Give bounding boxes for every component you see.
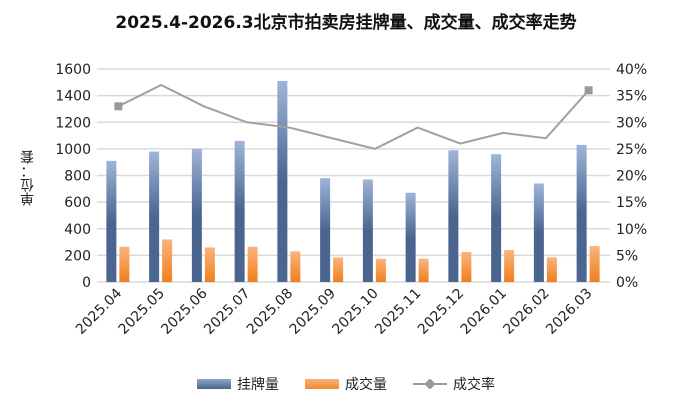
y2-tick-label: 35% bbox=[616, 89, 647, 105]
x-tick-label: 2025.06 bbox=[158, 285, 210, 337]
y2-tick-label: 25% bbox=[616, 142, 647, 158]
y2-tick-label: 15% bbox=[616, 195, 647, 211]
bar-deals bbox=[546, 257, 557, 282]
x-tick-label: 2026.03 bbox=[543, 286, 595, 338]
rate-point bbox=[331, 137, 333, 139]
rate-marker bbox=[584, 86, 593, 95]
bar-deals bbox=[418, 258, 429, 282]
y2-tick-label: 30% bbox=[616, 115, 647, 131]
y-tick-label: 1400 bbox=[55, 89, 91, 105]
legend-item-deals: 成交量 bbox=[305, 374, 387, 394]
x-tick-label: 2025.07 bbox=[201, 286, 253, 338]
rate-point bbox=[502, 132, 504, 134]
bar-deals bbox=[589, 246, 600, 282]
rate-point bbox=[374, 148, 376, 150]
rate-point bbox=[203, 105, 205, 107]
bar-deals bbox=[290, 251, 301, 282]
bar-deals bbox=[119, 246, 130, 282]
bar-deals bbox=[333, 257, 344, 282]
bar-deals bbox=[461, 252, 472, 282]
y2-tick-label: 40% bbox=[616, 62, 647, 78]
bar-listings bbox=[277, 80, 288, 282]
y2-tick-label: 20% bbox=[616, 169, 647, 185]
x-tick-label: 2025.04 bbox=[73, 285, 125, 337]
x-tick-label: 2025.09 bbox=[287, 286, 339, 338]
bar-listings bbox=[191, 148, 202, 282]
x-tick-label: 2025.11 bbox=[372, 286, 424, 338]
chart-title: 2025.4-2026.3北京市拍卖房挂牌量、成交量、成交率走势 bbox=[115, 13, 577, 33]
rate-point bbox=[288, 127, 290, 129]
y-tick-label: 200 bbox=[64, 248, 91, 264]
y-tick-label: 1000 bbox=[55, 142, 91, 158]
y2-tick-label: 10% bbox=[616, 222, 647, 238]
legend-label: 挂牌量 bbox=[237, 377, 279, 393]
bar-deals bbox=[375, 258, 386, 282]
rate-line bbox=[117, 83, 590, 150]
x-tick-label: 2025.12 bbox=[415, 286, 467, 338]
y-tick-label: 1600 bbox=[55, 62, 91, 78]
legend-swatch bbox=[197, 379, 231, 389]
legend: 挂牌量 成交量 成交率 bbox=[0, 374, 692, 394]
y-tick-label: 600 bbox=[64, 195, 91, 211]
bar-deals bbox=[247, 246, 258, 282]
y-tick-label: 1200 bbox=[55, 115, 91, 131]
x-tick-label: 2025.08 bbox=[244, 286, 296, 338]
bar-listings bbox=[149, 151, 160, 282]
rate-point bbox=[246, 121, 248, 123]
x-tick-label: 2025.05 bbox=[116, 286, 168, 338]
bar-listings bbox=[533, 183, 544, 282]
x-tick-label: 2025.10 bbox=[329, 286, 381, 338]
x-tick-label: 2026.02 bbox=[500, 286, 552, 338]
legend-swatch bbox=[413, 379, 447, 389]
legend-swatch bbox=[305, 379, 339, 389]
bar-listings bbox=[320, 178, 331, 282]
x-tick-label: 2026.01 bbox=[458, 286, 510, 338]
bar-deals bbox=[162, 239, 173, 282]
bar-listings bbox=[448, 150, 459, 282]
y-tick-label: 400 bbox=[64, 222, 91, 238]
bar-deals bbox=[204, 247, 215, 282]
bar-deals bbox=[504, 250, 515, 282]
y2-tick-label: 0% bbox=[616, 275, 638, 291]
rate-point bbox=[417, 127, 419, 129]
legend-label: 成交率 bbox=[453, 377, 495, 393]
bar-listings bbox=[576, 144, 587, 282]
rate-point bbox=[160, 84, 162, 86]
y-tick-label: 0 bbox=[82, 275, 91, 291]
legend-item-listings: 挂牌量 bbox=[197, 374, 279, 394]
bar-listings bbox=[234, 140, 245, 282]
y-tick-label: 800 bbox=[64, 169, 91, 185]
rate-point bbox=[545, 137, 547, 139]
rate-point bbox=[459, 143, 461, 145]
bar-listings bbox=[405, 192, 416, 282]
bar-listings bbox=[362, 179, 373, 282]
legend-label: 成交量 bbox=[345, 377, 387, 393]
rate-marker bbox=[114, 102, 123, 111]
bar-listings bbox=[106, 160, 117, 282]
bar-listings bbox=[491, 154, 502, 282]
y2-tick-label: 5% bbox=[616, 248, 638, 264]
legend-item-rate: 成交率 bbox=[413, 374, 495, 394]
